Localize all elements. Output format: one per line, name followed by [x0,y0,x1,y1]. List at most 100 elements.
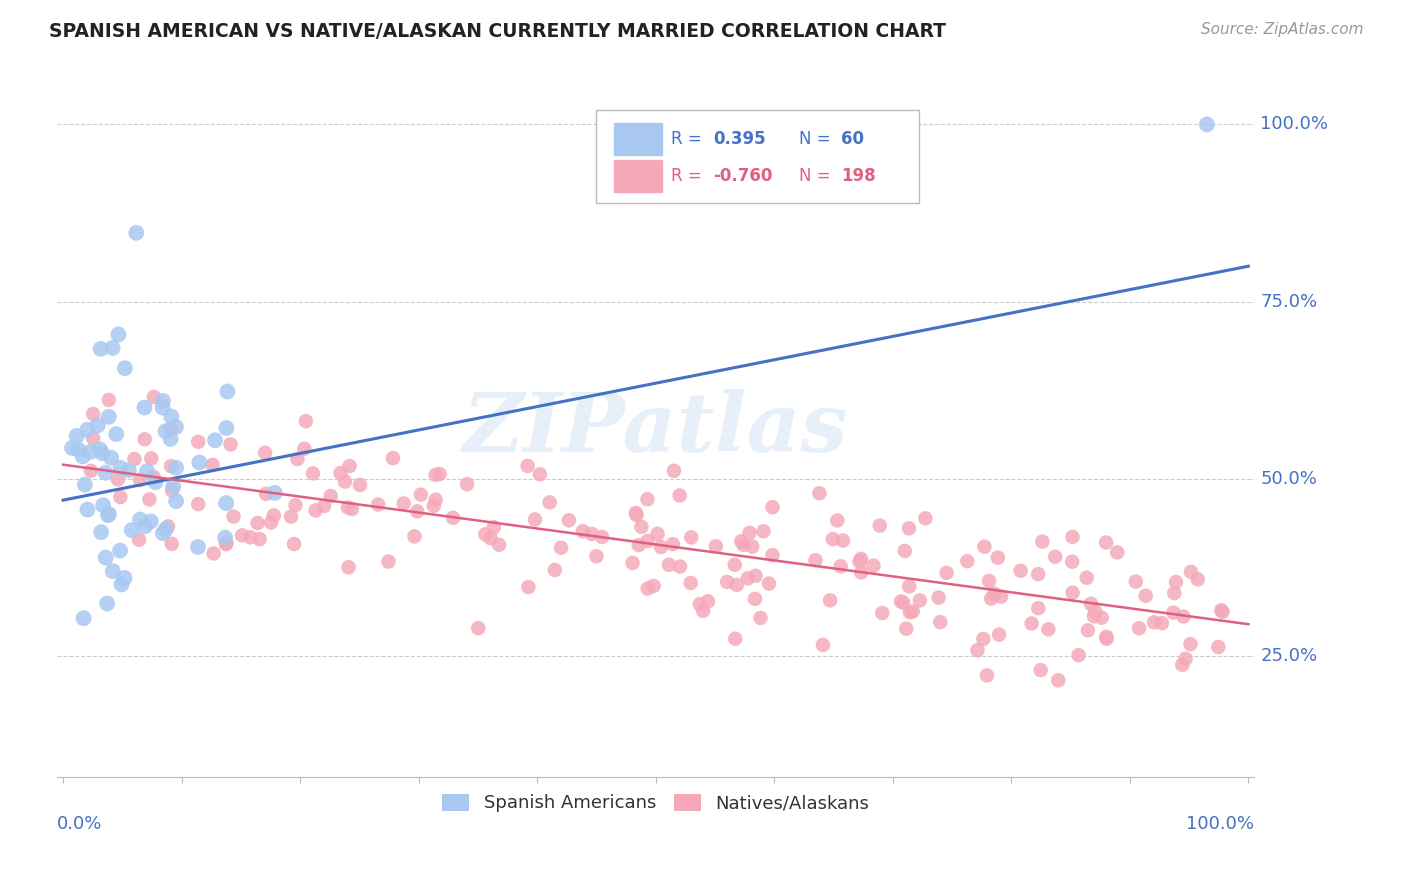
Bar [614,123,662,155]
Point [741,540,763,554]
Point [679,576,702,591]
Point [1107,545,1129,559]
Point [160,483,183,498]
Point [217,384,239,399]
Point [1047,673,1070,688]
Point [134,432,156,446]
Point [121,523,143,537]
Point [441,511,464,525]
Point [165,460,187,475]
Point [409,487,432,501]
Point [976,668,998,682]
Point [1128,621,1150,635]
Point [304,503,326,517]
Text: ZIPatlas: ZIPatlas [463,389,848,469]
Point [1208,640,1230,654]
Point [987,550,1010,565]
Point [165,494,187,508]
Point [804,553,827,567]
Point [76,502,98,516]
Point [142,390,165,404]
Point [869,518,891,533]
Point [898,521,921,535]
Point [219,437,242,451]
Text: R =: R = [671,167,702,185]
Point [187,434,209,449]
Point [662,537,685,551]
Point [1026,601,1049,615]
Point [239,530,262,544]
Point [152,401,174,415]
Text: 60: 60 [841,130,865,148]
Point [758,576,780,591]
Point [101,341,124,355]
Point [263,486,285,500]
Point [662,464,685,478]
Point [160,409,183,424]
Point [82,431,104,445]
Point [319,489,342,503]
Point [972,632,994,646]
Text: N =: N = [800,167,831,185]
Point [283,537,305,551]
Point [260,516,283,530]
Point [336,500,359,515]
Point [636,492,658,507]
Point [214,531,236,545]
Point [650,540,672,554]
Point [94,550,117,565]
Point [141,451,163,466]
Point [643,579,665,593]
Point [107,327,129,342]
Point [1125,574,1147,589]
Point [980,591,1002,606]
Point [1062,555,1084,569]
Point [1095,632,1118,646]
Point [716,574,738,589]
Point [152,393,174,408]
Point [80,464,103,478]
Point [97,507,120,521]
Point [87,418,110,433]
Point [626,508,648,522]
Point [744,568,766,582]
Point [215,421,238,435]
Point [831,533,853,548]
Point [988,627,1011,641]
Point [488,538,510,552]
Point [142,470,165,484]
Point [215,537,238,551]
Point [215,536,238,550]
Point [91,498,114,512]
Point [890,594,912,608]
Point [901,605,924,619]
Point [1010,564,1032,578]
Text: 0.395: 0.395 [713,130,766,148]
Point [292,442,315,456]
Point [90,525,112,540]
Point [891,596,914,610]
Point [585,549,607,564]
Point [1029,663,1052,677]
Point [72,611,94,625]
Point [658,558,681,572]
Point [966,643,988,657]
Text: -0.760: -0.760 [713,167,772,185]
Point [91,446,114,460]
Text: Source: ZipAtlas.com: Source: ZipAtlas.com [1201,22,1364,37]
Point [118,463,141,477]
Point [849,552,872,566]
Point [382,451,405,466]
Point [97,392,120,407]
Text: 100.0%: 100.0% [1187,814,1254,833]
Point [89,442,111,457]
Point [128,533,150,547]
Point [1180,637,1202,651]
Point [188,455,211,469]
Point [66,429,89,443]
Point [591,530,613,544]
Point [1031,534,1053,549]
Point [898,605,921,619]
Point [1143,615,1166,630]
Point [752,524,775,539]
